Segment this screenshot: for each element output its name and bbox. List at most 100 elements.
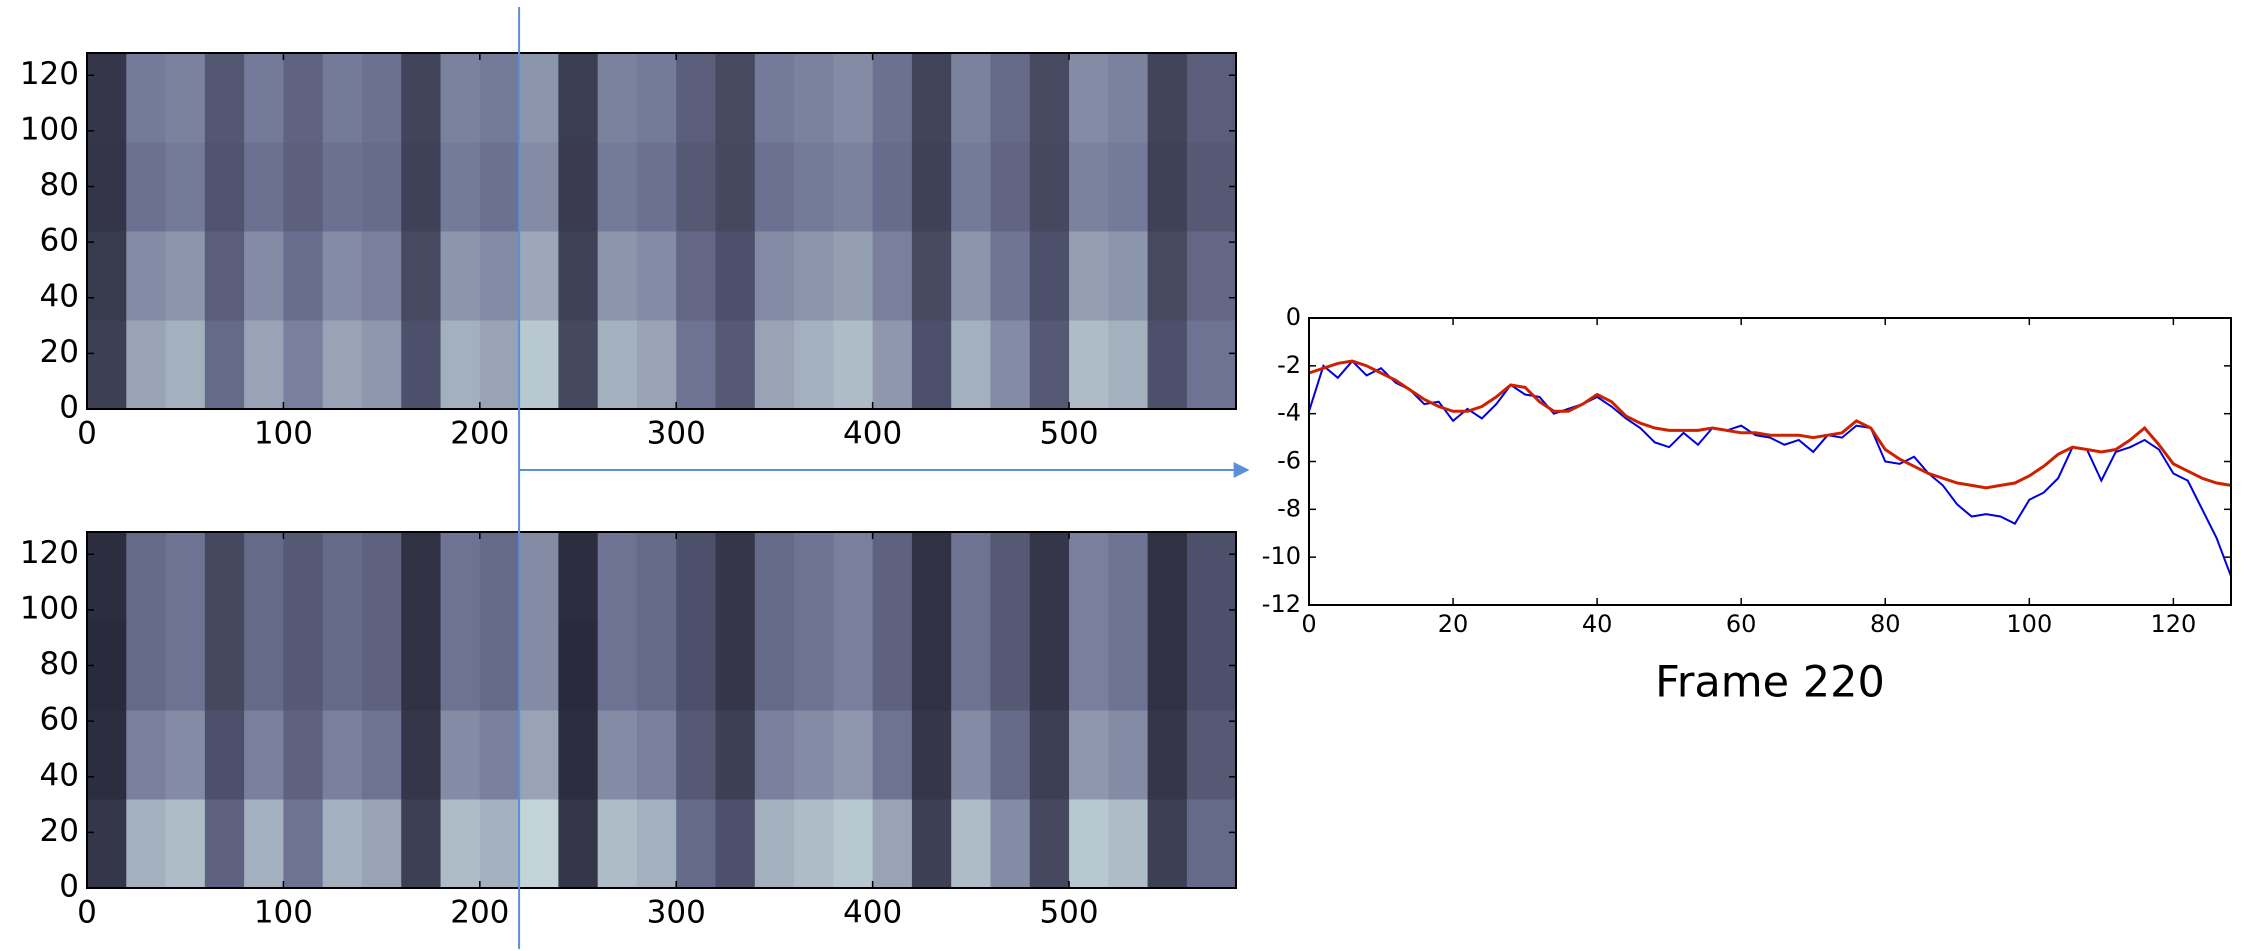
heat-cell: [165, 320, 206, 410]
heat-cell: [951, 320, 991, 410]
heat-cell: [990, 710, 1031, 800]
heat-cell: [401, 142, 442, 232]
heat-cell: [165, 710, 206, 800]
heat-cell: [244, 621, 284, 711]
heat-cell: [1147, 320, 1188, 410]
y-tick-label: 0: [59, 390, 79, 426]
heat-cell: [794, 710, 834, 800]
y-tick-label: -6: [1277, 447, 1301, 475]
chart: 0 100 200 300 400 500 0 20 40 60 80 100 120: [20, 531, 1237, 931]
heat-cell: [754, 53, 795, 143]
heat-cell: [322, 53, 363, 143]
heat-cell: [715, 320, 756, 410]
y-tick-label: 120: [20, 56, 79, 92]
heat-cell: [440, 532, 481, 622]
chart-title: Frame 220: [1655, 658, 1885, 708]
heat-cell: [204, 142, 245, 232]
heat-cell: [636, 621, 677, 711]
heat-cell: [754, 231, 795, 321]
heat-cell: [794, 53, 834, 143]
heat-cell: [361, 532, 402, 622]
heat-cell: [597, 53, 638, 143]
heat-cell: [479, 621, 520, 711]
heat-cell: [519, 532, 559, 622]
heat-cell: [990, 532, 1031, 622]
heat-cell: [911, 320, 952, 410]
y-tick-label: -12: [1262, 590, 1301, 618]
heat-cell: [244, 320, 284, 410]
heat-cell: [87, 799, 127, 889]
x-tick-label: 400: [843, 416, 902, 452]
heat-cell: [951, 799, 991, 889]
heat-cell: [715, 710, 756, 800]
heat-cell: [1029, 320, 1070, 410]
heat-cell: [794, 621, 834, 711]
y-tick-label: 20: [40, 334, 79, 370]
heat-cell: [126, 710, 167, 800]
heat-cell: [519, 799, 559, 889]
heat-cell: [1029, 142, 1070, 232]
y-tick-label: 80: [40, 646, 79, 682]
heat-cell: [676, 710, 717, 800]
heat-cell: [283, 142, 324, 232]
heat-cell: [244, 532, 284, 622]
heat-cell: [87, 231, 127, 321]
heat-cell: [165, 621, 206, 711]
heat-cell: [1029, 710, 1070, 800]
heat-cell: [597, 621, 638, 711]
heat-cell: [204, 799, 245, 889]
heat-cell: [1069, 621, 1109, 711]
heat-cell: [283, 53, 324, 143]
heat-cell: [126, 532, 167, 622]
heat-cell: [754, 799, 795, 889]
heat-cell: [1186, 320, 1237, 410]
heat-cell: [754, 532, 795, 622]
heat-cell: [361, 142, 402, 232]
heat-cell: [1186, 532, 1237, 622]
heat-cell: [872, 142, 913, 232]
heat-cell: [1147, 710, 1188, 800]
heat-cell: [1108, 799, 1149, 889]
heat-cell: [283, 621, 324, 711]
heat-cell: [361, 320, 402, 410]
heat-cell: [479, 231, 520, 321]
x-tick-label: 300: [647, 416, 706, 452]
heat-cell: [1186, 142, 1237, 232]
heat-cell: [833, 710, 874, 800]
heat-cell: [597, 320, 638, 410]
y-tick-label: 20: [40, 813, 79, 849]
x-tick-label: 60: [1726, 610, 1757, 638]
heat-cell: [558, 532, 599, 622]
y-tick-label: 60: [40, 702, 79, 738]
heat-cell: [715, 53, 756, 143]
heat-cell: [794, 320, 834, 410]
heat-cell: [715, 799, 756, 889]
heat-cell: [911, 621, 952, 711]
heat-cell: [165, 799, 206, 889]
heat-cell: [165, 532, 206, 622]
heat-cell: [361, 621, 402, 711]
heat-cell: [1069, 799, 1109, 889]
chart: 0 100 200 300 400 500 0 20 40 60 80 100 120: [20, 52, 1237, 452]
heat-cell: [872, 320, 913, 410]
heat-cell: [676, 320, 717, 410]
heat-cell: [951, 710, 991, 800]
heat-cell: [519, 142, 559, 232]
heat-cell: [1108, 231, 1149, 321]
heat-cell: [558, 799, 599, 889]
heat-cell: [597, 532, 638, 622]
axes-frame: [86, 52, 1237, 410]
x-tick-label: 100: [2006, 610, 2052, 638]
x-tick-label: 0: [1301, 610, 1316, 638]
heat-cell: [794, 142, 834, 232]
y-tick-label: 40: [40, 278, 79, 314]
heat-cell: [401, 231, 442, 321]
heat-cell: [283, 320, 324, 410]
heat-cell: [440, 231, 481, 321]
heat-cell: [872, 532, 913, 622]
y-tick-label: -2: [1277, 351, 1301, 379]
heat-cell: [676, 142, 717, 232]
heat-cell: [794, 231, 834, 321]
heat-cell: [794, 799, 834, 889]
heat-cell: [1069, 710, 1109, 800]
